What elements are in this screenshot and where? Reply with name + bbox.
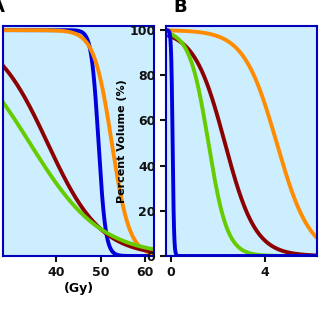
Text: A: A — [0, 0, 5, 16]
X-axis label: (Gy): (Gy) — [64, 282, 94, 295]
Y-axis label: Percent Volume (%): Percent Volume (%) — [116, 79, 127, 203]
Text: B: B — [173, 0, 187, 16]
